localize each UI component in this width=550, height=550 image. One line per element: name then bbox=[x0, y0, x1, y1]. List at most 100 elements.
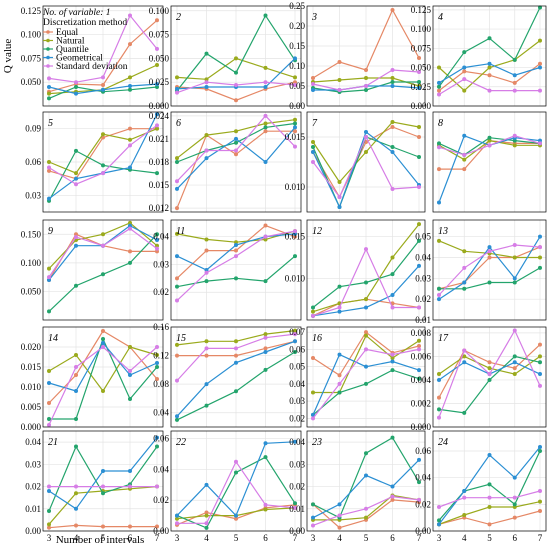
data-point bbox=[101, 337, 105, 341]
data-point bbox=[128, 373, 132, 377]
y-tick-label: 0.000 bbox=[149, 101, 170, 111]
data-point bbox=[462, 167, 467, 172]
data-point bbox=[234, 470, 238, 475]
y-tick-label: 0.005 bbox=[21, 402, 42, 412]
panel-24: 0.00 0.02 0.04 0.06 24 3 4 5 6 7 bbox=[415, 430, 547, 543]
data-point bbox=[128, 524, 132, 529]
panel-label: 2 bbox=[176, 12, 181, 23]
data-point bbox=[234, 148, 238, 153]
data-point bbox=[437, 80, 441, 85]
data-point bbox=[74, 80, 78, 85]
data-point bbox=[487, 280, 492, 285]
data-point bbox=[128, 469, 132, 473]
panel-label: 8 bbox=[438, 118, 443, 129]
y-tick-label: 0.02 bbox=[289, 413, 305, 423]
data-point bbox=[487, 135, 492, 140]
data-point bbox=[364, 473, 368, 478]
data-point bbox=[234, 353, 238, 358]
data-point bbox=[337, 284, 342, 289]
legend-title: No. of variable: 1 bbox=[42, 7, 111, 18]
data-point bbox=[364, 297, 368, 302]
data-point bbox=[364, 247, 368, 252]
data-point bbox=[364, 364, 368, 369]
panel-frame bbox=[432, 5, 547, 107]
data-point bbox=[364, 76, 368, 80]
data-point bbox=[47, 196, 51, 201]
data-point bbox=[437, 407, 441, 412]
data-point bbox=[390, 8, 395, 12]
data-point bbox=[74, 506, 78, 511]
data-point bbox=[437, 518, 441, 523]
data-point bbox=[538, 354, 542, 359]
y-tick-label: 0.00 bbox=[289, 101, 305, 111]
data-point bbox=[47, 369, 51, 373]
data-point bbox=[293, 144, 297, 149]
legend-label: Geometrical bbox=[56, 54, 103, 64]
panel-label: 12 bbox=[312, 226, 322, 237]
data-point bbox=[364, 515, 368, 520]
y-tick-label: 0.00 bbox=[153, 526, 169, 536]
y-axis-title: Q value bbox=[2, 39, 14, 74]
data-point bbox=[417, 343, 421, 348]
panel-frame bbox=[306, 111, 426, 213]
data-point bbox=[175, 160, 179, 164]
data-point bbox=[101, 83, 105, 88]
data-point bbox=[512, 366, 517, 371]
data-point bbox=[204, 279, 209, 284]
y-tick-label: 0.075 bbox=[21, 53, 42, 63]
data-point bbox=[74, 365, 78, 369]
data-point bbox=[293, 231, 297, 236]
panel-label: 13 bbox=[438, 226, 448, 237]
legend-swatch-point bbox=[46, 64, 50, 68]
y-tick-label: 0.06 bbox=[153, 434, 169, 444]
data-point bbox=[293, 80, 297, 85]
data-point bbox=[487, 36, 492, 41]
data-point bbox=[47, 91, 51, 96]
data-point bbox=[538, 5, 542, 10]
x-tick-label: 7 bbox=[155, 533, 160, 543]
data-point bbox=[263, 346, 268, 351]
data-point bbox=[47, 423, 51, 427]
data-point bbox=[538, 449, 542, 453]
data-point bbox=[234, 516, 238, 521]
data-point bbox=[74, 389, 78, 393]
data-point bbox=[462, 280, 467, 285]
data-point bbox=[128, 126, 132, 131]
data-point bbox=[175, 378, 179, 383]
data-point bbox=[155, 18, 159, 23]
data-point bbox=[311, 76, 315, 80]
data-point bbox=[263, 332, 268, 337]
data-point bbox=[364, 451, 368, 456]
data-point bbox=[234, 248, 238, 253]
data-point bbox=[437, 297, 441, 302]
data-point bbox=[538, 245, 542, 250]
data-point bbox=[390, 150, 395, 154]
y-tick-label: 0.05 bbox=[289, 362, 305, 372]
data-point bbox=[155, 524, 159, 529]
y-tick-label: 0.15 bbox=[289, 41, 305, 51]
data-point bbox=[101, 75, 105, 80]
y-tick-label: 0.12 bbox=[153, 351, 169, 361]
data-point bbox=[311, 416, 315, 421]
y-tick-label: 0.06 bbox=[25, 157, 41, 167]
data-point bbox=[462, 286, 467, 291]
data-point bbox=[462, 50, 467, 55]
panel-1: 0.050 0.075 0.100 0.125 bbox=[21, 5, 164, 107]
legend-label: Equal bbox=[56, 28, 79, 38]
panel-11: 0.02 0.03 0.04 11 bbox=[153, 219, 302, 321]
y-tick-label: 0.25 bbox=[289, 1, 305, 11]
data-point bbox=[538, 342, 542, 347]
legend-entry: Equal bbox=[43, 28, 79, 38]
y-tick-label: 0.04 bbox=[25, 437, 41, 447]
y-tick-label: 0.075 bbox=[149, 30, 170, 40]
data-point bbox=[293, 229, 297, 234]
data-point bbox=[487, 245, 492, 250]
data-point bbox=[175, 206, 179, 211]
data-point bbox=[128, 249, 132, 254]
x-tick-label: 7 bbox=[538, 533, 543, 543]
data-point bbox=[204, 51, 209, 56]
data-point bbox=[263, 502, 268, 507]
data-point bbox=[74, 84, 78, 89]
data-point bbox=[204, 237, 209, 242]
data-point bbox=[437, 200, 441, 205]
